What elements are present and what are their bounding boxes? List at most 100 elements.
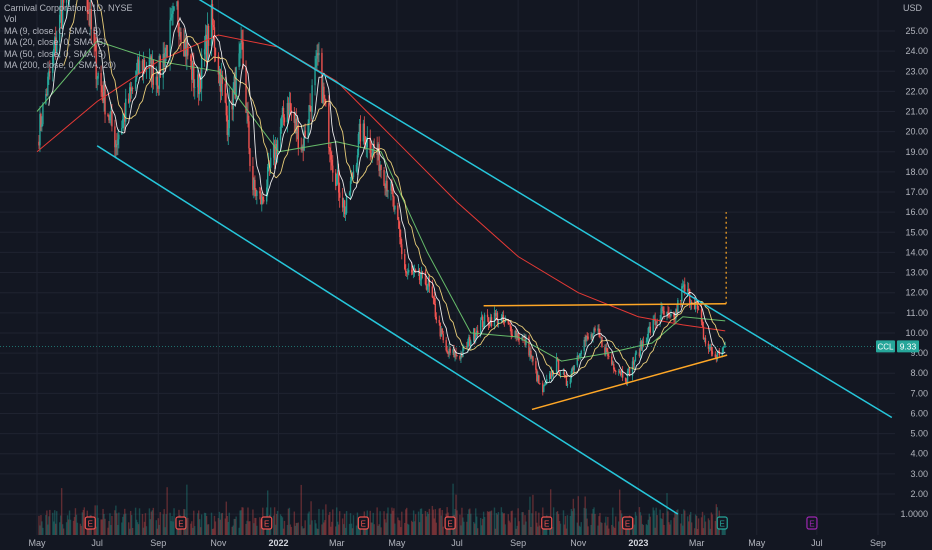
- earnings-marker[interactable]: E: [357, 516, 369, 530]
- candle-body: [379, 164, 381, 171]
- last-price-value: 9.33: [900, 341, 917, 351]
- candle-body: [469, 337, 471, 346]
- volume-bar: [439, 507, 441, 535]
- candle-body: [138, 60, 141, 74]
- earnings-marker[interactable]: E: [541, 516, 553, 530]
- candle-body: [170, 17, 172, 20]
- candle-body: [635, 352, 638, 354]
- volume-bar: [587, 526, 589, 535]
- volume-bar: [572, 498, 575, 535]
- volume-bar: [404, 522, 406, 535]
- volume-bar: [662, 513, 664, 535]
- candle-body: [378, 144, 380, 171]
- volume-bar: [640, 515, 643, 535]
- volume-bar: [510, 511, 512, 535]
- price-tick-label: 25.00: [905, 26, 928, 36]
- candle-body: [49, 71, 51, 73]
- volume-bar: [364, 524, 367, 535]
- candle-body: [407, 272, 409, 274]
- triangle-resistance-line[interactable]: [483, 303, 727, 307]
- volume-bar: [330, 526, 332, 535]
- volume-bar: [314, 519, 316, 535]
- volume-bar: [206, 524, 209, 535]
- earnings-marker[interactable]: E: [175, 516, 187, 530]
- volume-bar: [563, 524, 566, 535]
- candle-body: [673, 314, 675, 317]
- earnings-marker[interactable]: E: [621, 516, 634, 530]
- candle-body: [438, 319, 440, 323]
- volume-bar: [469, 508, 471, 535]
- earnings-marker[interactable]: E: [261, 516, 273, 530]
- triangle-support-line[interactable]: [531, 354, 728, 411]
- volume-bar: [611, 524, 613, 535]
- volume-bar: [594, 513, 596, 535]
- volume-bar: [107, 527, 109, 535]
- candle-body: [128, 87, 131, 103]
- time-axis[interactable]: May Jul Sep Nov 2022 Mar May Jul Sep Nov 2023 Mar Ma…: [28, 538, 886, 548]
- price-tick-label: 21.00: [905, 107, 928, 117]
- trendline-drawings[interactable]: [96, 0, 893, 515]
- time-tick-label: May: [388, 538, 406, 548]
- candle-body: [688, 289, 691, 304]
- candle-body: [61, 0, 64, 29]
- candle-body: [515, 330, 517, 338]
- indicator-ma200[interactable]: MA (200, close, 0, SMA, 20): [4, 60, 117, 71]
- candle-body: [487, 317, 490, 325]
- volume-bar: [383, 511, 385, 535]
- candle-body: [463, 346, 465, 347]
- candle-body: [332, 165, 334, 173]
- volume-bar: [591, 513, 593, 535]
- volume-bar: [585, 508, 587, 535]
- earnings-marker[interactable]: E: [716, 516, 728, 530]
- candle-body: [109, 114, 111, 121]
- price-tick-label: 7.00: [910, 388, 928, 398]
- candle-body: [558, 372, 561, 375]
- last-price-tag[interactable]: [897, 340, 919, 353]
- volume-bar: [40, 515, 42, 535]
- indicator-ma20[interactable]: MA (20, close, 0, SMA, 5): [4, 37, 107, 48]
- candle-body: [634, 353, 637, 362]
- indicator-ma9[interactable]: MA (9, close, 0, SMA, 5): [4, 25, 102, 36]
- candle-body: [194, 87, 196, 89]
- volume-bar: [76, 522, 79, 535]
- volume-bar: [590, 524, 592, 535]
- candle-body: [702, 326, 705, 340]
- earnings-marker[interactable]: E: [806, 516, 818, 530]
- candle-body: [583, 339, 585, 351]
- candle-body: [121, 127, 123, 135]
- candle-body: [399, 228, 401, 238]
- symbol-title[interactable]: Carnival Corporation, 1D, NYSE: [4, 3, 133, 13]
- volume-bar: [565, 528, 568, 535]
- earnings-marker[interactable]: E: [84, 516, 96, 530]
- volume-bar: [504, 524, 507, 535]
- channel-lower-line[interactable]: [96, 145, 679, 515]
- indicator-ma50[interactable]: MA (50, close, 0, SMA, 5): [4, 48, 107, 59]
- candle-body: [447, 352, 449, 355]
- ma50-line: [36, 40, 726, 362]
- symbol-tag[interactable]: [876, 340, 895, 353]
- candle-body: [228, 99, 230, 129]
- candle-body: [482, 326, 485, 327]
- candle-body: [246, 111, 248, 113]
- candle-body: [176, 1, 178, 7]
- candle-body: [226, 115, 228, 136]
- indicator-vol[interactable]: Vol: [4, 14, 17, 25]
- candle-body: [529, 350, 531, 356]
- volume-bar: [684, 510, 686, 535]
- volume-bar: [42, 527, 44, 535]
- candle-body: [282, 107, 285, 118]
- volume-bar: [576, 522, 578, 535]
- volume-bar: [212, 528, 215, 535]
- volume-bar: [41, 521, 43, 535]
- volume-bar: [130, 515, 133, 535]
- channel-upper-line[interactable]: [151, 0, 893, 419]
- earnings-marker[interactable]: E: [444, 516, 456, 530]
- price-axis[interactable]: 25.00 24.00 23.00 22.00 21.00 20.00 19.00 18.00…: [0, 3, 928, 519]
- candle-body: [475, 336, 477, 340]
- volume-bar: [715, 504, 718, 535]
- candle-body: [426, 285, 429, 290]
- candle-body: [442, 334, 444, 341]
- candle-body: [234, 76, 236, 99]
